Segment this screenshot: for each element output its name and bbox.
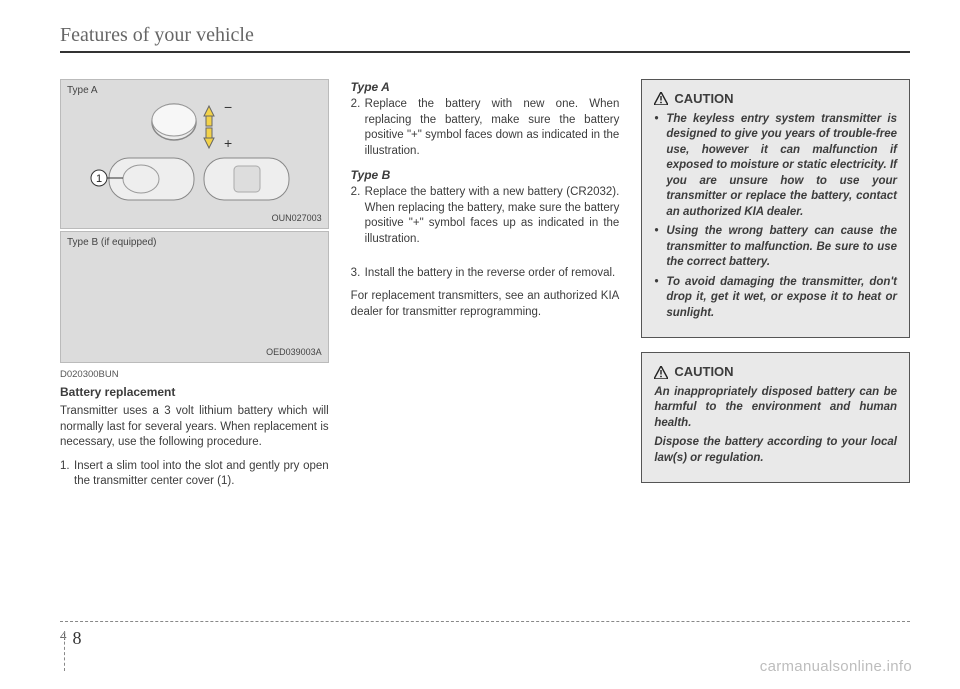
figure-b-label: Type B (if equipped) [67,236,157,250]
warning-icon [654,92,668,105]
step-1: 1. Insert a slim tool into the slot and … [60,459,329,490]
page-footer: 4 8 [60,621,910,649]
caution-box-2: CAUTION An inappropriately disposed batt… [641,352,910,483]
svg-text:−: − [224,100,232,115]
step-1-number: 1. [60,459,74,490]
page-header-title: Features of your vehicle [60,24,910,51]
column-2: Type A 2. Replace the battery with new o… [351,79,620,498]
doc-code: D020300BUN [60,369,329,382]
caution-1-list: The keyless entry system transmitter is … [654,112,897,322]
svg-text:+: + [224,135,232,151]
reprogramming-paragraph: For replacement transmitters, see an aut… [351,289,620,320]
step-2a-text: Replace the battery with new one. When r… [365,97,620,159]
type-a-label: Type A [351,79,620,95]
step-3: 3. Install the battery in the reverse or… [351,266,620,282]
caution-1-label: CAUTION [674,90,733,108]
figure-a-marker-1: 1 [96,173,102,185]
caution-box-1: CAUTION The keyless entry system transmi… [641,79,910,338]
page-number: 8 [73,628,82,649]
intro-paragraph: Transmitter uses a 3 volt lithium batter… [60,404,329,451]
figure-a-code: OUN027003 [272,212,322,224]
figure-a-illustration: − + 1 [61,96,328,214]
step-2a-number: 2. [351,97,365,159]
step-2b-number: 2. [351,185,365,247]
caution-1-heading: CAUTION [654,90,897,108]
caution-1-item-2: Using the wrong battery can cause the tr… [654,224,897,271]
footer-tick [64,631,66,671]
manual-page: Features of your vehicle Type A [0,0,960,689]
content-columns: Type A − + [60,79,910,498]
caution-2-p2: Dispose the battery according to your lo… [654,435,897,466]
caution-2-heading: CAUTION [654,363,897,381]
step-2b: 2. Replace the battery with a new batter… [351,185,620,247]
step-3-text: Install the battery in the reverse order… [365,266,620,282]
figure-b-code: OED039003A [266,346,322,358]
warning-icon [654,366,668,379]
step-1-text: Insert a slim tool into the slot and gen… [74,459,329,490]
column-3: CAUTION The keyless entry system transmi… [641,79,910,498]
subheading-battery-replacement: Battery replacement [60,384,329,400]
figure-type-a: Type A − + [60,79,329,229]
step-3-number: 3. [351,266,365,282]
caution-2-p1: An inappropriately disposed battery can … [654,385,897,432]
figure-type-b: Type B (if equipped) OED039003A [60,231,329,363]
step-2b-text: Replace the battery with a new battery (… [365,185,620,247]
step-2a: 2. Replace the battery with new one. Whe… [351,97,620,159]
column-1: Type A − + [60,79,329,498]
watermark: carmanualsonline.info [760,658,912,675]
caution-2-label: CAUTION [674,363,733,381]
caution-1-item-1: The keyless entry system transmitter is … [654,112,897,221]
type-b-label: Type B [351,167,620,183]
header-rule [60,51,910,53]
caution-1-item-3: To avoid damaging the transmitter, don't… [654,275,897,322]
